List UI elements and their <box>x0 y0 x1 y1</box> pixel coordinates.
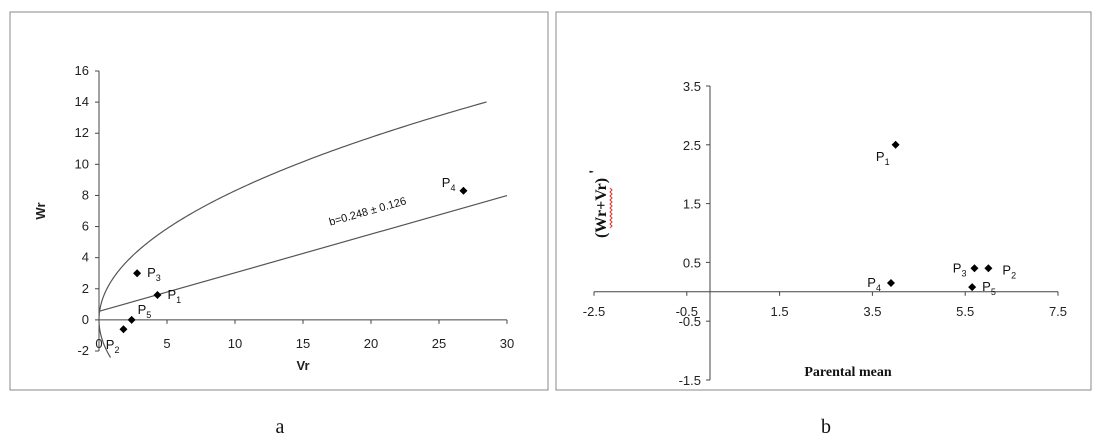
panel-a-point-P4 <box>459 186 468 195</box>
panel-a-y-tick-label: -2 <box>77 343 89 358</box>
panel-a-x-tick-label: 20 <box>364 336 378 351</box>
panel-a-y-tick-label: 6 <box>82 219 89 234</box>
panel-a-point-P1 <box>153 291 162 299</box>
panel-b-y-label-prime: ' <box>587 170 604 174</box>
panel-a-point-label-2: P3 <box>147 265 161 283</box>
panel-b-points: P1 P2 P3 P4 P5 <box>867 140 1016 297</box>
panel-b-point-P5 <box>968 283 977 292</box>
panel-a-y-tick-label: 4 <box>82 250 89 265</box>
panel-a-point-label-3: P4 <box>442 175 456 193</box>
panel-b-x-tick-label: 7.5 <box>1049 304 1067 319</box>
panel-b-point-label-2: P3 <box>953 260 967 278</box>
panel-a-y-tick-label: 0 <box>82 312 89 327</box>
panel-a-x-tick-label: 10 <box>228 336 242 351</box>
panel-b: -2.5 -0.5 1.5 3.5 5.5 7.5 3.5 2.5 1.5 0.5 -0.5 -1.5… <box>555 11 1092 391</box>
panel-b-x-label: Parental mean <box>804 365 891 380</box>
spellcheck-underline <box>609 187 613 229</box>
panel-a-y-tick-label: 8 <box>82 187 89 202</box>
panel-b-point-label-3: P4 <box>867 275 881 293</box>
panel-a-y-tick-label: 10 <box>75 156 89 171</box>
panel-b-x-tick-label: -2.5 <box>583 304 605 319</box>
panel-b-point-P3 <box>970 264 979 273</box>
panel-b-ticks: -2.5 -0.5 1.5 3.5 5.5 7.5 3.5 2.5 1.5 0.5 -0.5 -1.5 <box>583 79 1067 388</box>
panel-b-y-tick-label: 2.5 <box>683 138 701 153</box>
panel-b-x-tick-label: 5.5 <box>956 304 974 319</box>
panel-a: 0 5 10 15 20 25 30 -2 0 2 4 6 8 10 12 14 16 b=0.248 ± 0.… <box>9 11 549 391</box>
panel-a-y-tick-label: 14 <box>75 94 89 109</box>
panel-b-y-label: (Wr+Vr) <box>593 178 610 238</box>
panel-a-x-tick-label: 30 <box>500 336 514 351</box>
panel-a-x-tick-label: 15 <box>296 336 310 351</box>
panel-b-x-tick-label: 1.5 <box>771 304 789 319</box>
panel-a-ticks: 0 5 10 15 20 25 30 -2 0 2 4 6 8 10 12 14 16 <box>75 63 515 358</box>
panel-a-point-P3 <box>133 269 142 278</box>
panel-b-frame <box>555 11 1092 391</box>
panel-a-x-label: Vr <box>296 358 309 373</box>
panel-a-y-tick-label: 2 <box>82 281 89 296</box>
panel-a-x-tick-label: 0 <box>95 336 102 351</box>
panel-a-y-tick-label: 12 <box>75 125 89 140</box>
panel-b-y-tick-label: -0.5 <box>679 314 701 329</box>
panel-b-y-tick-label: 1.5 <box>683 197 701 212</box>
panel-a-point-label-0: P1 <box>167 287 181 305</box>
panel-a-y-label: Wr <box>33 202 48 219</box>
panel-a-y-tick-label: 16 <box>75 63 89 78</box>
panel-b-caption: b <box>821 416 831 438</box>
panel-b-point-label-0: P1 <box>876 149 890 167</box>
panel-a-limiting-parabola <box>98 101 487 358</box>
panel-b-x-tick-label: 3.5 <box>863 304 881 319</box>
panel-a-point-label-4: P5 <box>138 302 152 320</box>
panel-b-y-label-group: (Wr+Vr) ' <box>587 170 613 238</box>
panel-b-point-P2 <box>984 264 993 273</box>
panel-b-y-tick-label: 3.5 <box>683 79 701 94</box>
panel-a-regression-line <box>98 195 508 312</box>
panel-a-point-P2 <box>119 325 128 334</box>
panel-b-point-P4 <box>886 278 895 287</box>
panel-b-y-tick-label: 0.5 <box>683 255 701 270</box>
panel-b-point-label-4: P5 <box>982 279 996 297</box>
panel-b-x-tick-label: -0.5 <box>676 304 698 319</box>
panel-a-frame <box>9 11 549 391</box>
panel-a-point-P5 <box>127 315 136 324</box>
panel-b-y-tick-label: -1.5 <box>679 373 701 388</box>
panel-b-point-label-1: P2 <box>1002 262 1016 280</box>
panel-b-point-P1 <box>891 140 900 149</box>
panel-a-x-tick-label: 5 <box>163 336 170 351</box>
panel-a-caption: a <box>276 416 285 438</box>
panel-a-regression-annotation: b=0.248 ± 0.126 <box>328 195 408 228</box>
panel-a-x-tick-label: 25 <box>432 336 446 351</box>
